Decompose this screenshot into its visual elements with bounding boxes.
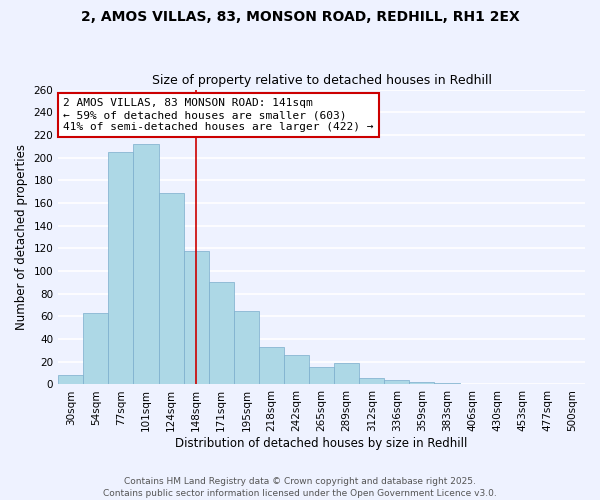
Text: 2, AMOS VILLAS, 83, MONSON ROAD, REDHILL, RH1 2EX: 2, AMOS VILLAS, 83, MONSON ROAD, REDHILL… (80, 10, 520, 24)
Bar (359, 378, 385, 384)
Title: Size of property relative to detached houses in Redhill: Size of property relative to detached ho… (152, 74, 491, 87)
Bar (83, 313, 109, 384)
Bar (234, 310, 259, 384)
Bar (259, 347, 284, 385)
Text: Contains HM Land Registry data © Crown copyright and database right 2025.
Contai: Contains HM Land Registry data © Crown c… (103, 476, 497, 498)
Bar (385, 380, 409, 384)
Bar (58, 376, 83, 384)
Bar (133, 144, 158, 384)
Bar (158, 193, 184, 384)
Text: 2 AMOS VILLAS, 83 MONSON ROAD: 141sqm
← 59% of detached houses are smaller (603): 2 AMOS VILLAS, 83 MONSON ROAD: 141sqm ← … (64, 98, 374, 132)
Bar (334, 363, 359, 384)
Bar (409, 382, 434, 384)
Bar (309, 368, 334, 384)
Bar (209, 282, 234, 384)
Y-axis label: Number of detached properties: Number of detached properties (15, 144, 28, 330)
Bar (284, 355, 309, 384)
Bar (184, 250, 209, 384)
X-axis label: Distribution of detached houses by size in Redhill: Distribution of detached houses by size … (175, 437, 468, 450)
Bar (109, 152, 133, 384)
